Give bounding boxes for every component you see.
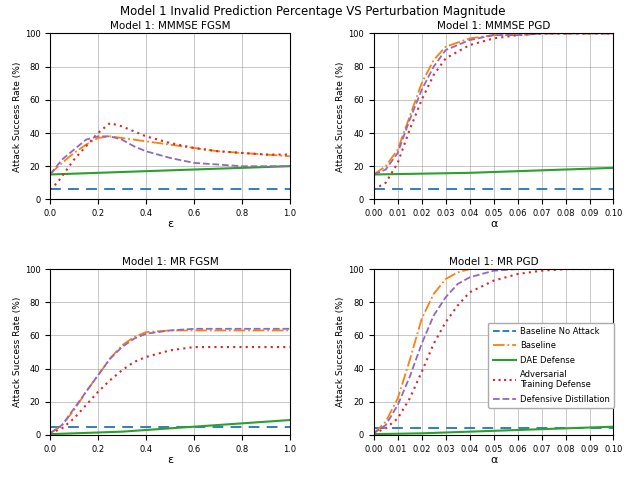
Y-axis label: Attack Success Rate (%): Attack Success Rate (%) [337, 297, 346, 407]
Text: Model 1 Invalid Prediction Percentage VS Perturbation Magnitude: Model 1 Invalid Prediction Percentage VS… [120, 5, 506, 18]
Y-axis label: Attack Success Rate (%): Attack Success Rate (%) [13, 297, 22, 407]
Y-axis label: Attack Success Rate (%): Attack Success Rate (%) [337, 61, 346, 172]
Title: Model 1: MMMSE PGD: Model 1: MMMSE PGD [437, 22, 550, 31]
Legend: Baseline No Attack, Baseline, DAE Defense, Adversarial
Training Defense, Defensi: Baseline No Attack, Baseline, DAE Defens… [488, 323, 614, 408]
X-axis label: ε: ε [167, 455, 173, 465]
Title: Model 1: MR PGD: Model 1: MR PGD [449, 257, 538, 267]
Title: Model 1: MMMSE FGSM: Model 1: MMMSE FGSM [110, 22, 230, 31]
X-axis label: α: α [490, 455, 497, 465]
Title: Model 1: MR FGSM: Model 1: MR FGSM [121, 257, 218, 267]
X-axis label: ε: ε [167, 219, 173, 229]
Y-axis label: Attack Success Rate (%): Attack Success Rate (%) [13, 61, 22, 172]
X-axis label: α: α [490, 219, 497, 229]
